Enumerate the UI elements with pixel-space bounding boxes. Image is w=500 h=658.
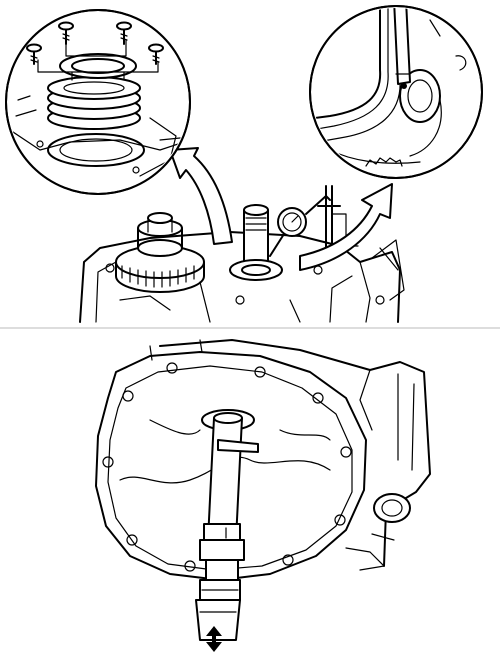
- screw-icon: [58, 21, 74, 45]
- detail-left: [5, 9, 191, 195]
- curved-arrow-icon: [299, 183, 393, 271]
- input-shaft: [229, 204, 283, 281]
- detail-right: [309, 5, 483, 179]
- curved-arrow-icon: [169, 147, 233, 245]
- screw-icon: [148, 43, 164, 65]
- double-arrow-icon: [206, 626, 222, 652]
- gearbox-housing-top: [79, 231, 405, 323]
- puller-tool: [195, 412, 259, 641]
- screw-icon: [116, 21, 132, 45]
- bearing-cover: [59, 53, 137, 81]
- clutch-housing: [95, 339, 431, 581]
- gear-cluster: [115, 212, 205, 293]
- dial-indicator: [269, 185, 359, 257]
- top-panel: [5, 5, 483, 323]
- bottom-panel: [95, 339, 431, 652]
- shim-stack: [47, 76, 141, 130]
- screw-icon: [26, 43, 42, 65]
